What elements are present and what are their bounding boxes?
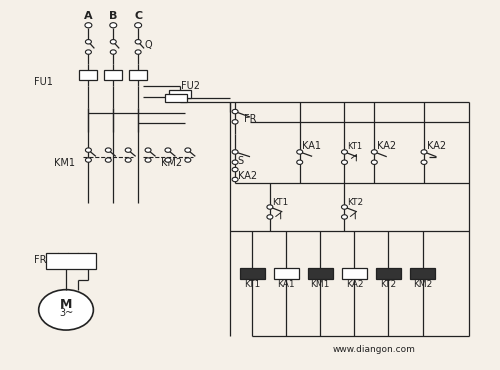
Text: 3~: 3~ [59, 308, 73, 318]
Text: FU2: FU2 [182, 81, 201, 91]
Circle shape [421, 150, 427, 154]
Circle shape [86, 40, 91, 44]
Circle shape [110, 50, 116, 54]
Text: KA2: KA2 [238, 171, 256, 181]
Circle shape [86, 50, 91, 54]
Text: www.diangon.com: www.diangon.com [333, 345, 415, 354]
Circle shape [232, 160, 238, 164]
Text: KM2: KM2 [413, 280, 432, 289]
Text: KT1: KT1 [347, 142, 362, 151]
Circle shape [296, 160, 302, 164]
Text: FU1: FU1 [34, 77, 52, 87]
Bar [410, 268, 435, 279]
Bar [240, 268, 265, 279]
Circle shape [106, 148, 112, 152]
Bar [80, 70, 98, 80]
Circle shape [342, 205, 347, 209]
Text: KA2: KA2 [377, 141, 396, 151]
Circle shape [267, 205, 273, 209]
Circle shape [125, 148, 131, 152]
Circle shape [232, 150, 238, 154]
Bar [104, 70, 122, 80]
Text: S: S [238, 156, 244, 166]
Text: M: M [60, 298, 72, 311]
Circle shape [342, 215, 347, 219]
Circle shape [110, 23, 116, 28]
Text: B: B [109, 11, 118, 21]
Circle shape [135, 40, 141, 44]
Circle shape [232, 167, 238, 172]
Circle shape [421, 160, 427, 164]
Circle shape [125, 158, 131, 162]
Circle shape [86, 148, 91, 152]
Circle shape [185, 148, 191, 152]
Text: KA1: KA1 [302, 141, 321, 151]
Bar [274, 268, 298, 279]
Bar [308, 268, 332, 279]
Circle shape [372, 150, 378, 154]
Circle shape [296, 150, 302, 154]
Circle shape [165, 148, 171, 152]
Text: A: A [84, 11, 92, 21]
Text: KM1: KM1 [310, 280, 330, 289]
Bar [129, 70, 147, 80]
Circle shape [86, 158, 91, 162]
Bar [376, 268, 400, 279]
Text: FR: FR [244, 114, 256, 124]
Circle shape [145, 158, 151, 162]
Text: C: C [134, 11, 142, 21]
Circle shape [135, 50, 141, 54]
Bar [342, 268, 367, 279]
Text: KA2: KA2 [346, 280, 363, 289]
Circle shape [267, 215, 273, 219]
Text: KM1: KM1 [54, 158, 74, 168]
Circle shape [165, 158, 171, 162]
Bar [166, 94, 188, 102]
Bar [46, 253, 96, 269]
Circle shape [232, 110, 238, 114]
Circle shape [134, 23, 141, 28]
Text: KT1: KT1 [272, 198, 288, 207]
Text: KA2: KA2 [426, 141, 446, 151]
Text: FR: FR [34, 255, 46, 265]
Text: KM2: KM2 [160, 158, 182, 168]
Bar [170, 90, 192, 98]
Circle shape [342, 150, 347, 154]
Text: KT1: KT1 [244, 280, 260, 289]
Text: KA1: KA1 [278, 280, 295, 289]
Circle shape [110, 40, 116, 44]
Text: KT2: KT2 [380, 280, 396, 289]
Circle shape [232, 120, 238, 124]
Circle shape [232, 177, 238, 182]
Circle shape [145, 148, 151, 152]
Text: KT2: KT2 [347, 198, 363, 207]
Circle shape [38, 290, 94, 330]
Circle shape [342, 160, 347, 164]
Circle shape [85, 23, 92, 28]
Circle shape [106, 158, 112, 162]
Circle shape [372, 160, 378, 164]
Text: Q: Q [144, 40, 152, 50]
Circle shape [185, 158, 191, 162]
